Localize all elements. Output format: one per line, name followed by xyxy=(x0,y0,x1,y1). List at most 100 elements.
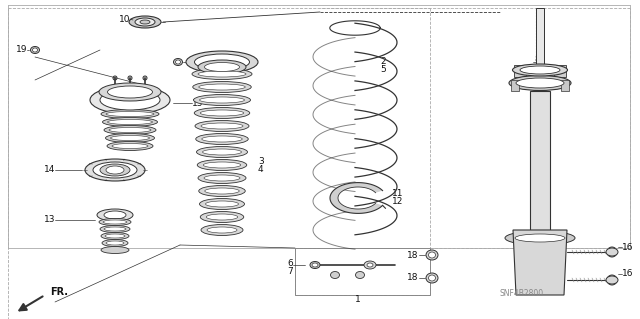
Ellipse shape xyxy=(99,219,131,226)
Ellipse shape xyxy=(200,97,244,103)
Circle shape xyxy=(113,76,117,80)
Circle shape xyxy=(607,275,617,285)
Bar xyxy=(554,65,566,77)
Ellipse shape xyxy=(101,247,129,254)
Ellipse shape xyxy=(606,248,618,256)
Ellipse shape xyxy=(310,262,320,269)
Ellipse shape xyxy=(199,84,245,90)
Bar xyxy=(295,248,430,295)
Text: SNF4B2800: SNF4B2800 xyxy=(500,288,544,298)
Text: 3: 3 xyxy=(258,158,264,167)
Ellipse shape xyxy=(196,133,248,145)
Text: FR.: FR. xyxy=(50,287,68,297)
Ellipse shape xyxy=(509,76,571,91)
Ellipse shape xyxy=(198,173,246,183)
Ellipse shape xyxy=(513,64,568,76)
Ellipse shape xyxy=(85,159,145,181)
Ellipse shape xyxy=(205,188,239,194)
Circle shape xyxy=(517,68,523,74)
Ellipse shape xyxy=(606,276,618,284)
Ellipse shape xyxy=(199,186,245,197)
Ellipse shape xyxy=(33,48,38,52)
Text: 18: 18 xyxy=(406,250,418,259)
Ellipse shape xyxy=(355,271,365,278)
Bar xyxy=(514,65,526,77)
Ellipse shape xyxy=(102,117,157,127)
Text: 12: 12 xyxy=(392,197,403,205)
Ellipse shape xyxy=(505,231,575,245)
Ellipse shape xyxy=(193,94,250,106)
Ellipse shape xyxy=(99,83,161,101)
Text: 18: 18 xyxy=(406,273,418,283)
Ellipse shape xyxy=(104,125,156,135)
Ellipse shape xyxy=(516,78,564,88)
Ellipse shape xyxy=(426,250,438,260)
Ellipse shape xyxy=(97,209,133,221)
Bar xyxy=(561,80,569,91)
Ellipse shape xyxy=(111,136,150,140)
Circle shape xyxy=(607,247,617,257)
Ellipse shape xyxy=(515,234,565,242)
Text: 8: 8 xyxy=(534,56,540,64)
Ellipse shape xyxy=(102,240,128,247)
Bar xyxy=(536,8,544,65)
Text: 14: 14 xyxy=(44,166,55,174)
Ellipse shape xyxy=(200,198,244,210)
Text: 19: 19 xyxy=(15,46,27,55)
Ellipse shape xyxy=(200,211,244,222)
Circle shape xyxy=(533,245,547,259)
Text: 7: 7 xyxy=(287,266,293,276)
Ellipse shape xyxy=(312,263,318,267)
Ellipse shape xyxy=(198,71,246,77)
Ellipse shape xyxy=(186,51,258,73)
Ellipse shape xyxy=(429,252,435,258)
Ellipse shape xyxy=(192,69,252,79)
Text: 6: 6 xyxy=(287,258,293,268)
Text: 10: 10 xyxy=(118,14,130,24)
Ellipse shape xyxy=(197,160,247,170)
Text: 4: 4 xyxy=(258,166,264,174)
Ellipse shape xyxy=(106,241,124,245)
Ellipse shape xyxy=(198,60,246,74)
Ellipse shape xyxy=(520,66,560,74)
Ellipse shape xyxy=(173,58,182,65)
Ellipse shape xyxy=(104,211,126,219)
Text: 2: 2 xyxy=(380,57,386,66)
Circle shape xyxy=(533,273,547,287)
Text: 1: 1 xyxy=(355,295,361,305)
Ellipse shape xyxy=(205,201,239,207)
Ellipse shape xyxy=(330,271,339,278)
Ellipse shape xyxy=(100,226,130,233)
Ellipse shape xyxy=(201,225,243,235)
Ellipse shape xyxy=(202,149,241,155)
Ellipse shape xyxy=(135,18,155,26)
Ellipse shape xyxy=(426,273,438,283)
Circle shape xyxy=(557,68,563,74)
Ellipse shape xyxy=(202,136,243,142)
Bar xyxy=(530,91,550,230)
Ellipse shape xyxy=(175,60,180,64)
Ellipse shape xyxy=(205,63,239,71)
Text: 13: 13 xyxy=(44,216,55,225)
Ellipse shape xyxy=(112,144,148,149)
Ellipse shape xyxy=(196,146,248,158)
Bar xyxy=(511,80,519,91)
Ellipse shape xyxy=(364,261,376,269)
Ellipse shape xyxy=(201,123,243,129)
Ellipse shape xyxy=(100,90,160,110)
Ellipse shape xyxy=(429,275,435,281)
Text: 16: 16 xyxy=(622,270,634,278)
Ellipse shape xyxy=(129,16,161,28)
Ellipse shape xyxy=(101,109,159,118)
Ellipse shape xyxy=(31,47,40,54)
Ellipse shape xyxy=(107,142,153,151)
Text: 9: 9 xyxy=(534,63,540,72)
Circle shape xyxy=(609,249,615,255)
Circle shape xyxy=(536,276,544,284)
Text: 15: 15 xyxy=(192,99,204,108)
Ellipse shape xyxy=(90,86,170,114)
Circle shape xyxy=(143,76,147,80)
Polygon shape xyxy=(330,182,383,213)
Ellipse shape xyxy=(200,110,244,116)
Text: 17: 17 xyxy=(192,57,204,66)
